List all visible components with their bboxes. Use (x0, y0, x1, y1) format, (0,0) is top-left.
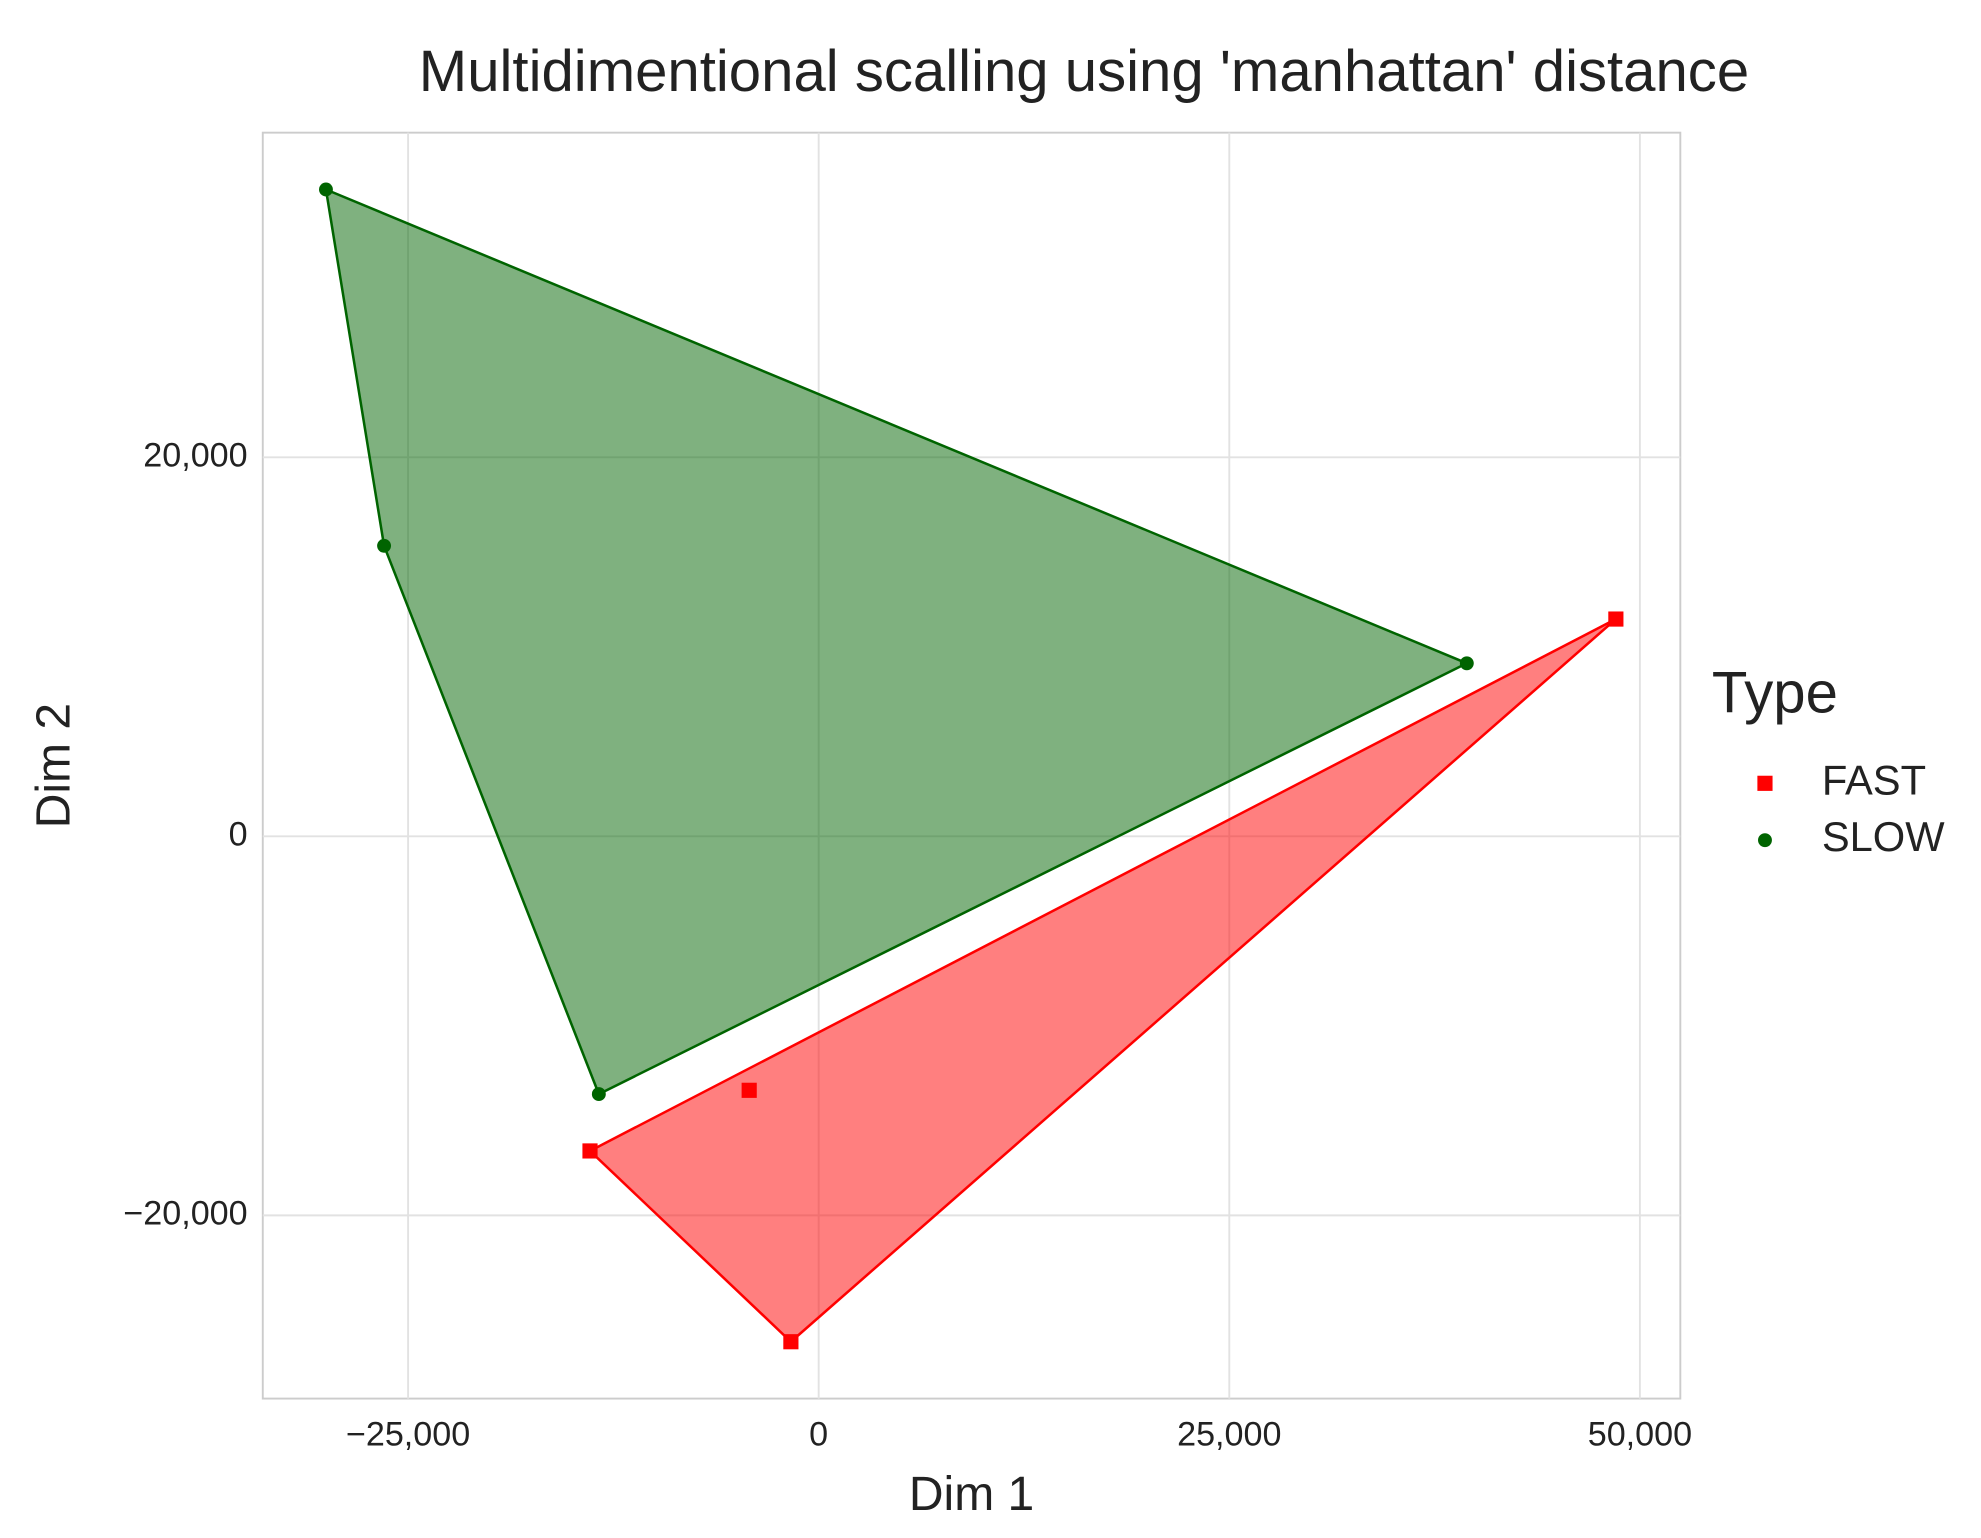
x-tick-label: 0 (809, 1416, 828, 1454)
y-tick-label: −20,000 (123, 1194, 247, 1232)
y-tick-label: 20,000 (143, 436, 247, 474)
point (741, 1082, 757, 1098)
legend-marker (1757, 775, 1773, 791)
legend-title: Type (1712, 661, 1838, 726)
point (1459, 656, 1474, 671)
point (1608, 611, 1624, 627)
legend-label: SLOW (1822, 813, 1945, 860)
x-tick-label: 50,000 (1588, 1416, 1692, 1454)
hull (587, 617, 1617, 1344)
x-axis-label: Dim 1 (909, 1468, 1034, 1521)
x-tick-label: −25,000 (346, 1416, 470, 1454)
legend-label: FAST (1822, 756, 1926, 803)
point (591, 1087, 606, 1102)
point (783, 1334, 799, 1350)
legend-marker (1758, 833, 1772, 848)
y-axis-label: Dim 2 (28, 703, 81, 828)
y-tick-label: 0 (229, 815, 248, 853)
chart-title: Multidimentional scalling using 'manhatt… (419, 39, 1749, 104)
x-tick-label: 25,000 (1177, 1416, 1281, 1454)
point (319, 182, 333, 197)
point (377, 538, 392, 553)
point (582, 1143, 598, 1159)
